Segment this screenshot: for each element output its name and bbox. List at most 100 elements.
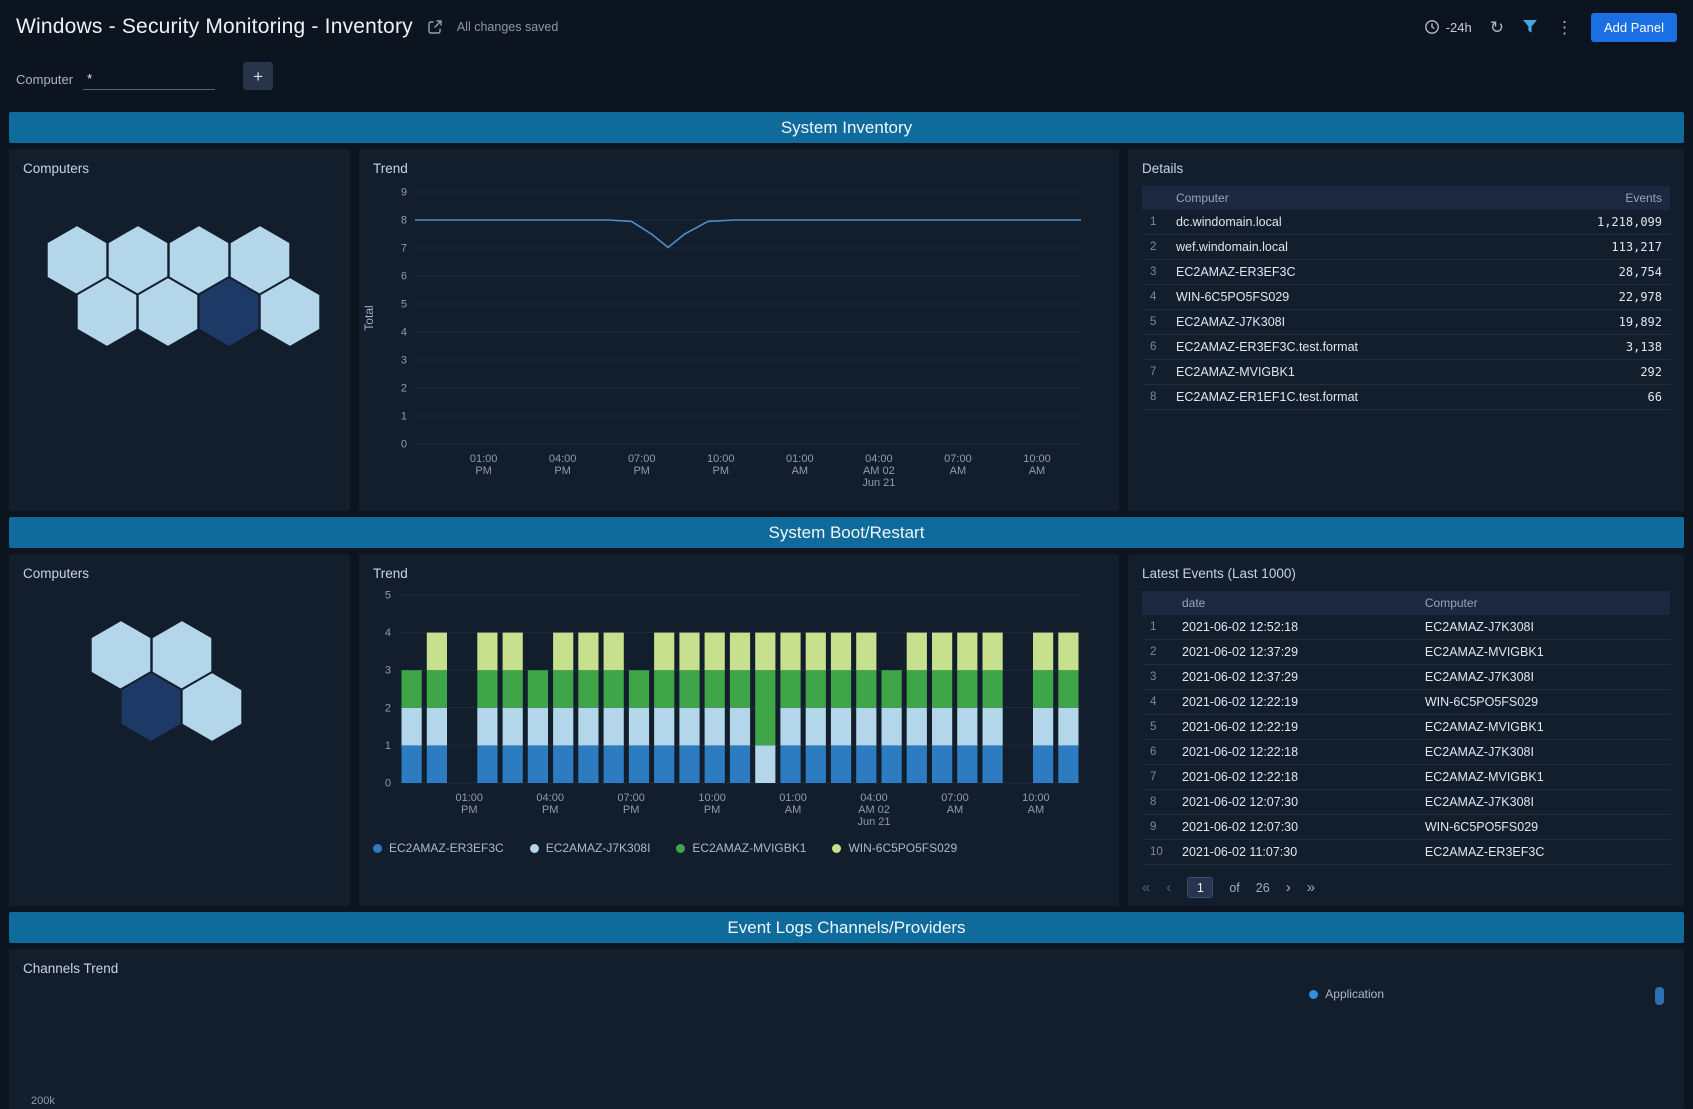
legend-item[interactable]: EC2AMAZ-ER3EF3C [373,841,504,855]
bar-segment[interactable] [527,745,548,783]
bar-segment[interactable] [603,707,624,746]
bar-segment[interactable] [1033,632,1054,671]
bar-segment[interactable] [654,670,675,708]
bar-segment[interactable] [932,745,953,783]
bar-segment[interactable] [856,632,877,671]
bar-segment[interactable] [603,745,624,783]
bar-segment[interactable] [679,632,700,671]
bar-segment[interactable] [578,632,599,671]
bar-segment[interactable] [401,670,422,708]
bar-segment[interactable] [477,670,498,708]
table-row[interactable]: 1 2021-06-02 12:52:18 EC2AMAZ-J7K308I [1142,615,1670,640]
bar-segment[interactable] [502,707,523,746]
bar-segment[interactable] [780,745,801,783]
bar-segment[interactable] [527,670,548,708]
bar-segment[interactable] [805,670,826,708]
bar-segment[interactable] [502,670,523,708]
bar-segment[interactable] [426,670,447,708]
bar-segment[interactable] [426,745,447,783]
bar-segment[interactable] [628,745,650,783]
bar-segment[interactable] [578,670,599,708]
table-row[interactable]: 3 2021-06-02 12:37:29 EC2AMAZ-J7K308I [1142,664,1670,690]
table-row[interactable]: 8 2021-06-02 12:07:30 EC2AMAZ-J7K308I [1142,789,1670,815]
bar-segment[interactable] [502,745,523,783]
bar-segment[interactable] [729,670,751,708]
bar-segment[interactable] [401,745,422,783]
bar-segment[interactable] [957,670,978,708]
bar-segment[interactable] [830,745,852,783]
bar-segment[interactable] [856,670,877,708]
table-row[interactable]: 8 EC2AMAZ-ER1EF1C.test.format 66 [1142,384,1670,410]
honeycomb-chart[interactable] [9,182,350,382]
bar-segment[interactable] [527,707,548,746]
bar-segment[interactable] [906,670,927,708]
table-row[interactable]: 9 2021-06-02 12:07:30 WIN-6C5PO5FS029 [1142,814,1670,840]
table-row[interactable]: 3 EC2AMAZ-ER3EF3C 28,754 [1142,259,1670,285]
bar-segment[interactable] [755,745,776,783]
filter-computer-input[interactable]: * [83,69,216,90]
bar-segment[interactable] [1058,670,1079,708]
bar-segment[interactable] [932,632,953,671]
bar-segment[interactable] [856,745,877,783]
legend-item[interactable]: WIN-6C5PO5FS029 [832,841,957,855]
bar-segment[interactable] [1058,745,1079,783]
prev-page-button[interactable]: ‹ [1166,879,1172,896]
bar-segment[interactable] [780,670,801,708]
bar-segment[interactable] [906,707,927,746]
bar-segment[interactable] [932,707,953,746]
bar-segment[interactable] [982,745,1003,783]
bar-segment[interactable] [1058,632,1079,671]
legend-scrollbar-thumb[interactable] [1655,987,1664,1005]
bar-segment[interactable] [426,632,447,671]
bar-segment[interactable] [704,707,725,746]
bar-segment[interactable] [957,745,978,783]
bar-segment[interactable] [679,670,700,708]
bar-segment[interactable] [401,707,422,746]
table-row[interactable]: 5 2021-06-02 12:22:19 EC2AMAZ-MVIGBK1 [1142,714,1670,740]
bar-segment[interactable] [982,707,1003,746]
refresh-icon[interactable]: ↻ [1489,17,1504,37]
honeycomb-chart[interactable] [9,587,350,787]
bar-segment[interactable] [856,707,877,746]
trend-line[interactable] [415,219,1081,249]
bar-segment[interactable] [679,707,700,746]
bar-segment[interactable] [906,632,927,671]
bar-segment[interactable] [755,632,776,671]
line-chart[interactable]: 0 1 2 3 4 5 6 7 8 9 01:00 PM 04:00 PM 07:00 PM 10:00 PM 01… [359,182,1101,502]
table-row[interactable]: 6 EC2AMAZ-ER3EF3C.test.format 3,138 [1142,334,1670,360]
bar-segment[interactable] [578,707,599,746]
hexagon[interactable] [258,275,322,349]
table-row[interactable]: 4 WIN-6C5PO5FS029 22,978 [1142,284,1670,310]
legend-item[interactable]: EC2AMAZ-MVIGBK1 [676,841,806,855]
bar-segment[interactable] [780,632,801,671]
bar-segment[interactable] [805,745,826,783]
table-row[interactable]: 7 2021-06-02 12:22:18 EC2AMAZ-MVIGBK1 [1142,764,1670,790]
bar-segment[interactable] [1033,670,1054,708]
first-page-button[interactable]: « [1142,879,1151,896]
bar-segment[interactable] [477,632,498,671]
bar-segment[interactable] [426,707,447,746]
bar-segment[interactable] [957,707,978,746]
kebab-menu-icon[interactable]: ⋮ [1556,17,1573,37]
add-filter-button[interactable]: + [243,62,274,90]
bar-segment[interactable] [755,670,776,746]
bar-segment[interactable] [982,670,1003,708]
bar-segment[interactable] [932,670,953,708]
bar-segment[interactable] [553,745,574,783]
bar-segment[interactable] [578,745,599,783]
bar-segment[interactable] [805,707,826,746]
current-page-input[interactable]: 1 [1187,877,1214,898]
bar-segment[interactable] [830,707,852,746]
table-row[interactable]: 7 EC2AMAZ-MVIGBK1 292 [1142,359,1670,385]
last-page-button[interactable]: » [1306,879,1316,896]
bar-segment[interactable] [704,745,725,783]
bar-segment[interactable] [805,632,826,671]
table-row[interactable]: 2 wef.windomain.local 113,217 [1142,234,1670,260]
bar-segment[interactable] [603,670,624,708]
legend-item[interactable]: Application [1309,987,1384,1001]
bar-segment[interactable] [628,670,650,708]
bar-segment[interactable] [704,632,725,671]
time-range-button[interactable]: -24h [1424,19,1472,35]
bar-segment[interactable] [654,707,675,746]
stacked-bar-chart[interactable]: 0 1 2 3 4 5 01:00 PM 04:00 PM 07:00 PM 10:00 PM 01:00 A… [359,587,1101,839]
